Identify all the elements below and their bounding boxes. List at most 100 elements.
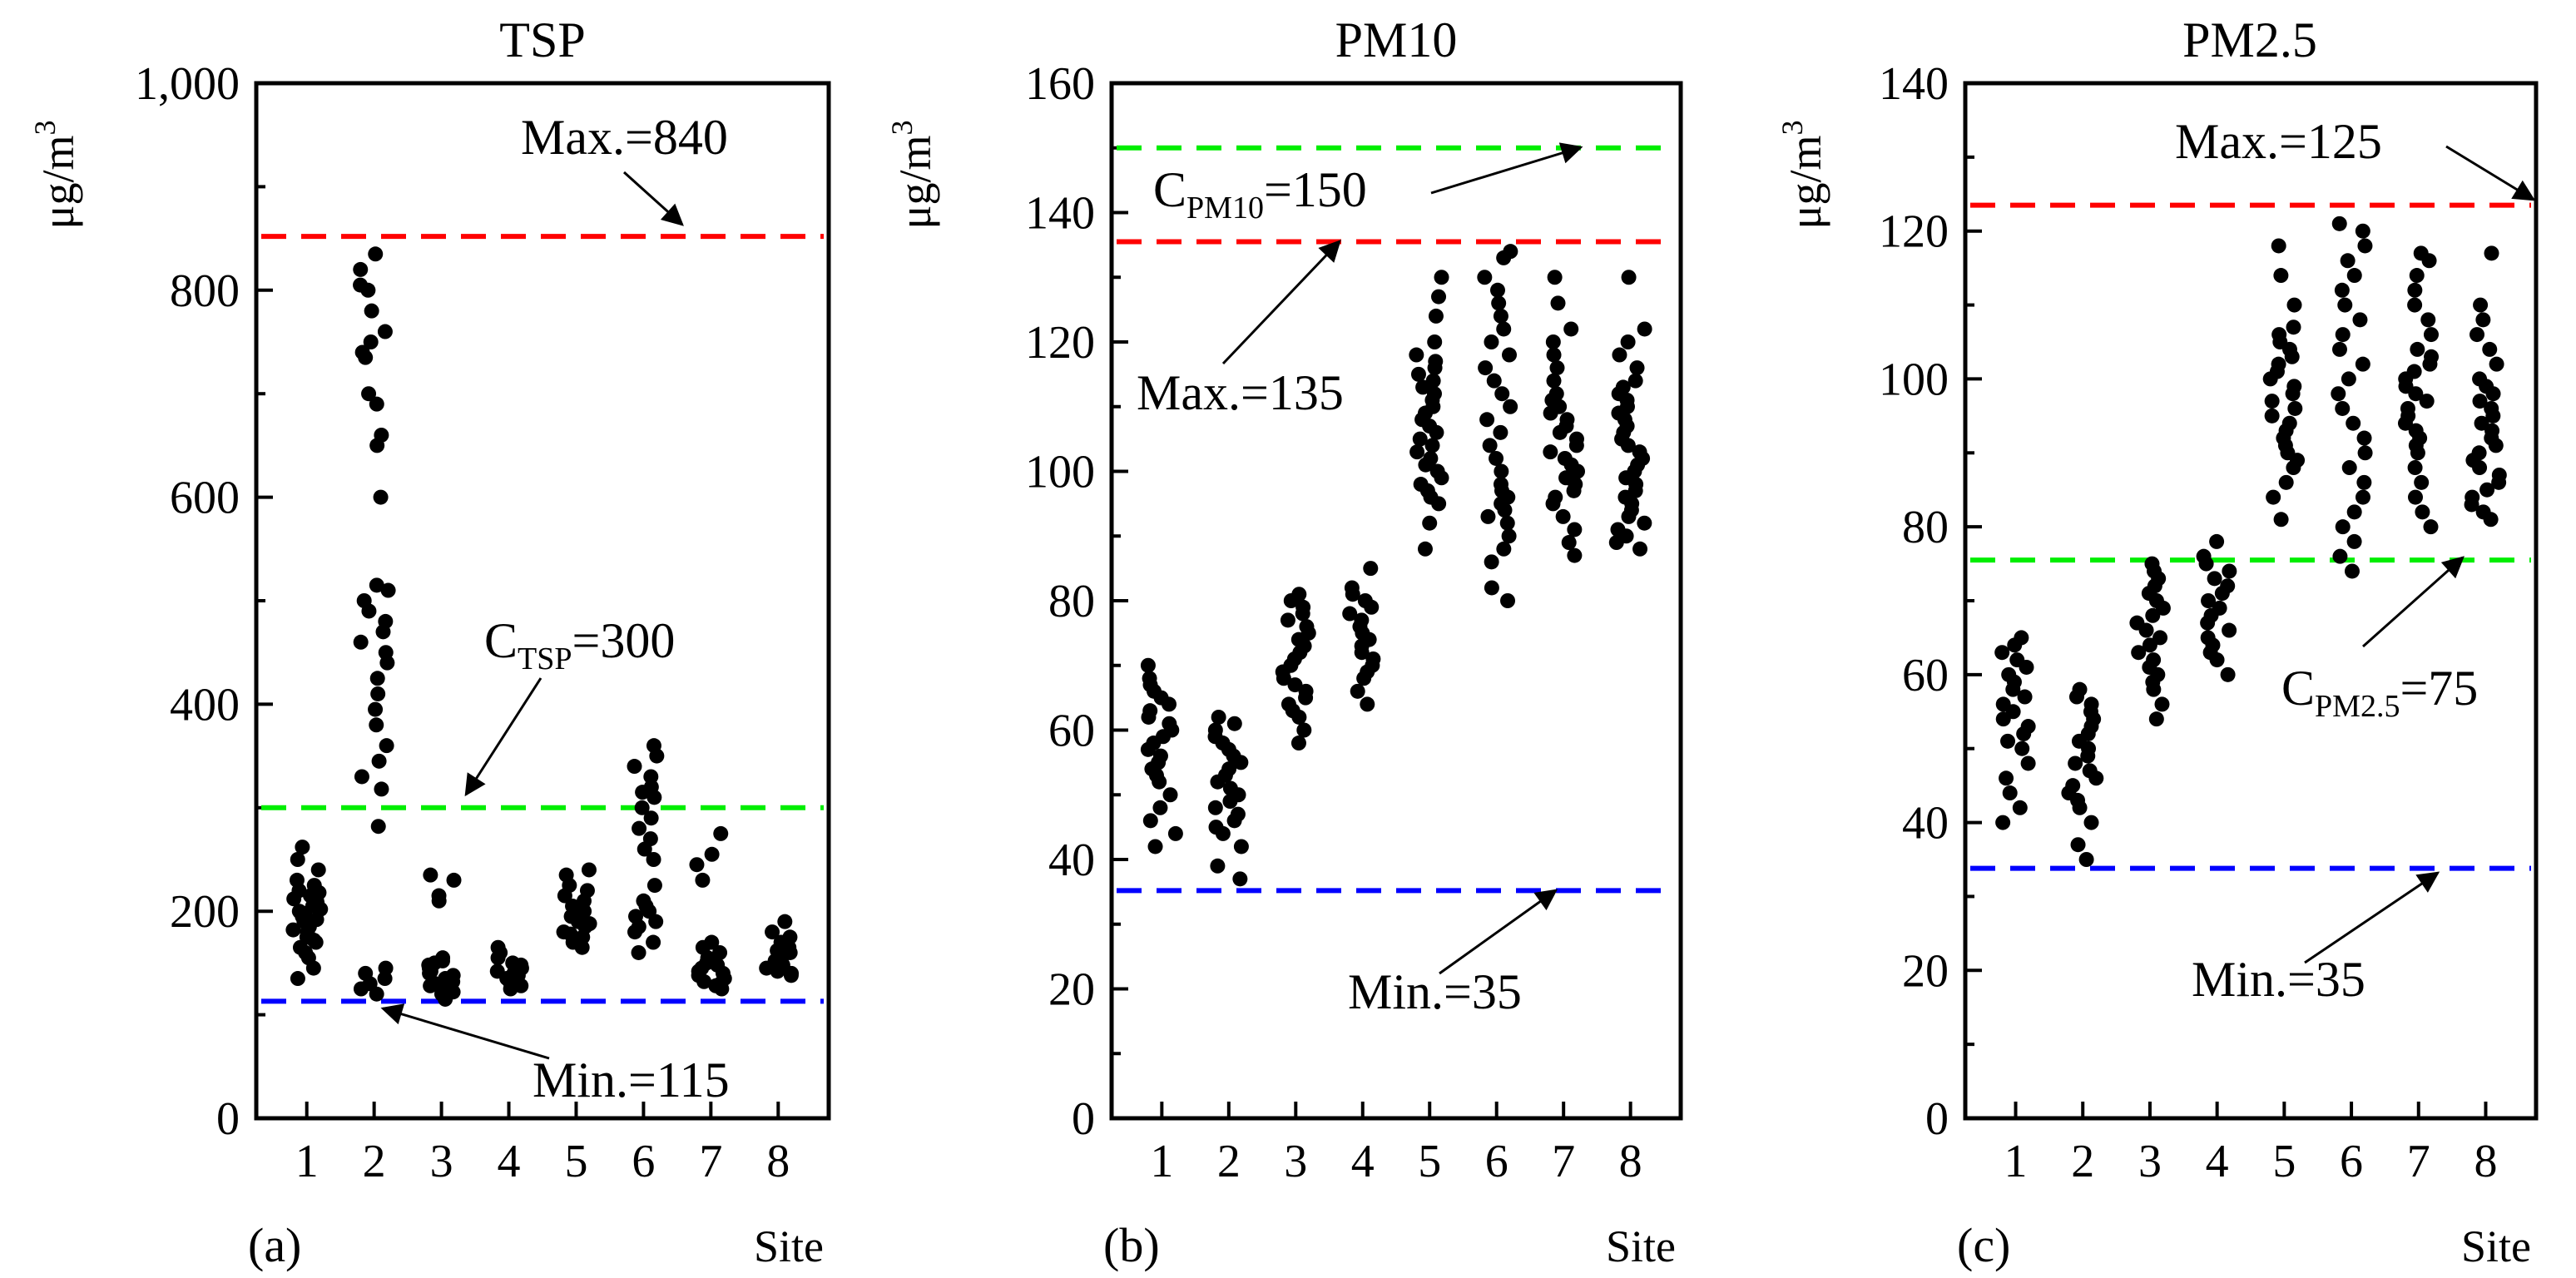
data-point <box>285 922 301 938</box>
data-point <box>290 971 305 987</box>
data-point <box>1479 412 1495 428</box>
data-point <box>445 968 461 983</box>
data-point <box>1543 444 1558 460</box>
data-point <box>2415 504 2430 520</box>
y-tick-label: 0 <box>216 1093 240 1145</box>
data-point <box>1620 334 1636 349</box>
data-point <box>354 769 369 785</box>
reference-label: Max.=840 <box>521 110 728 165</box>
y-tick-label: 400 <box>170 679 240 731</box>
data-point <box>627 759 642 775</box>
data-point <box>2346 268 2362 284</box>
annotation-arrow <box>1221 240 1341 365</box>
data-point <box>1422 515 1438 531</box>
data-point <box>1162 787 1178 803</box>
data-point <box>2264 394 2280 409</box>
panel-title: PM2.5 <box>2182 12 2317 67</box>
data-point <box>1561 535 1577 551</box>
data-point <box>646 852 661 867</box>
y-tick-label: 800 <box>170 265 240 317</box>
data-point <box>2484 245 2499 261</box>
annotation-arrow <box>2304 871 2440 964</box>
data-point <box>2271 356 2286 372</box>
panel-3: 0 20 40 60 80 100 120 140 1 2 3 4 5 6 7 8 PM2.5 μg/m3 Site… <box>1776 12 2539 1272</box>
data-point <box>1281 696 1296 712</box>
data-point <box>2484 400 2499 416</box>
data-point <box>2482 341 2498 357</box>
data-point <box>704 846 720 862</box>
data-point <box>2355 223 2370 239</box>
data-point <box>2129 615 2145 631</box>
data-point <box>371 753 387 769</box>
x-tick-label: 5 <box>564 1136 587 1187</box>
data-point <box>364 303 379 319</box>
x-tick-label: 7 <box>1552 1136 1575 1187</box>
data-point <box>1546 373 1562 389</box>
data-point <box>2145 607 2161 623</box>
data-point <box>2146 652 2162 668</box>
data-point <box>1550 295 1566 311</box>
x-axis-label: Site <box>2461 1221 2531 1271</box>
data-point <box>1409 347 1424 363</box>
data-point <box>2335 519 2351 535</box>
data-point <box>2356 430 2372 446</box>
x-tick-label: 8 <box>1619 1136 1642 1187</box>
data-point <box>446 872 462 888</box>
data-point <box>2474 415 2489 431</box>
data-point <box>2222 563 2237 579</box>
data-point <box>1557 450 1573 466</box>
y-tick-label: 20 <box>1048 964 1095 1016</box>
data-point <box>1344 580 1360 596</box>
data-point <box>2400 400 2415 416</box>
data-point <box>1431 289 1447 305</box>
data-point <box>2083 696 2099 712</box>
data-point <box>581 862 597 878</box>
data-point <box>556 924 572 940</box>
data-point <box>646 934 661 950</box>
x-tick-label: 7 <box>699 1136 722 1187</box>
data-point <box>289 872 305 888</box>
panel-2: 0 20 40 60 80 100 120 140 160 1 2 3 4 5 6 7 8 PM10 μg/m3 Si… <box>885 12 1683 1272</box>
data-point <box>1545 334 1561 349</box>
data-point <box>1484 334 1499 349</box>
x-tick-label: 1 <box>1150 1136 1173 1187</box>
reference-label: Min.=35 <box>2192 952 2365 1007</box>
data-point <box>689 857 705 873</box>
y-tick-label: 80 <box>1902 502 1949 553</box>
data-point <box>2148 711 2164 727</box>
data-point <box>642 831 658 847</box>
data-point <box>1482 438 1498 453</box>
data-point <box>2406 364 2422 379</box>
data-point <box>1299 619 1315 635</box>
data-point <box>1354 612 1370 628</box>
data-point <box>2068 755 2083 771</box>
data-point <box>1429 463 1445 479</box>
data-point <box>1478 360 1494 376</box>
data-point <box>1232 871 1248 887</box>
data-point <box>2355 489 2370 505</box>
panel-1: 0 200 400 600 800 1,000 1 2 3 4 5 6 7 8 TSP μg/m3 Site (a… <box>28 12 831 1272</box>
data-point <box>1612 347 1627 363</box>
data-point <box>1295 599 1311 615</box>
data-point <box>2286 320 2301 335</box>
data-point <box>1208 820 1224 835</box>
data-point <box>1503 244 1518 260</box>
data-point <box>1140 657 1156 673</box>
data-point <box>1147 839 1163 854</box>
data-point <box>2144 556 2160 572</box>
data-point <box>1637 321 1652 337</box>
data-point <box>1342 606 1358 622</box>
data-point <box>2331 215 2347 231</box>
data-point <box>1222 780 1238 796</box>
data-point <box>1152 748 1168 764</box>
data-point <box>632 820 647 836</box>
data-point <box>1547 270 1563 285</box>
data-point <box>1428 354 1444 369</box>
data-point <box>2152 630 2168 646</box>
x-tick-label: 4 <box>1351 1136 1375 1187</box>
data-point <box>1486 373 1502 389</box>
x-tick-label: 5 <box>1418 1136 1441 1187</box>
data-point <box>643 810 659 826</box>
data-point <box>2014 741 2030 756</box>
